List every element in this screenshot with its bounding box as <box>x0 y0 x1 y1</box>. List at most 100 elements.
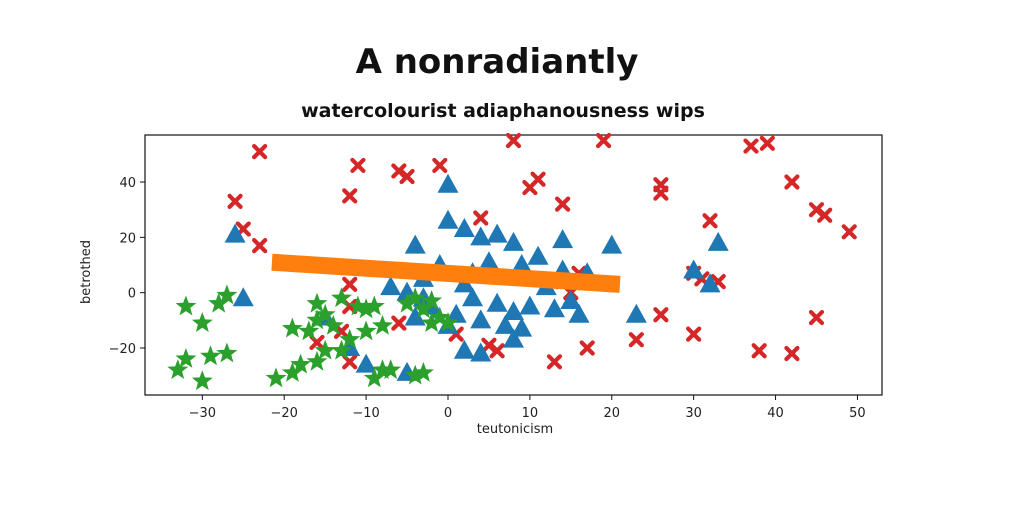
star-marker-point <box>339 328 361 349</box>
triangle-marker-point <box>404 306 426 326</box>
star-marker-point <box>314 303 336 324</box>
star-marker-point <box>396 292 418 313</box>
triangle-marker-point <box>478 251 500 271</box>
x-marker-point <box>595 132 612 149</box>
x-marker-point <box>505 132 522 149</box>
x-marker-point <box>817 207 833 223</box>
triangle-marker-point <box>560 289 582 309</box>
star-marker-point <box>363 295 385 316</box>
star-marker-point <box>200 345 221 366</box>
x-marker-point <box>743 138 759 154</box>
star-marker-point <box>421 312 443 332</box>
triangle-marker-point <box>683 259 705 279</box>
star-marker-point <box>306 292 328 313</box>
y-axis-label: betrothed <box>79 240 94 304</box>
triangle-marker-point <box>437 173 459 193</box>
star-marker-point <box>306 350 328 371</box>
star-marker-point <box>290 353 312 374</box>
x-tick-label: 40 <box>767 406 784 421</box>
star-marker-point <box>372 314 393 335</box>
triangle-marker-point <box>568 303 590 323</box>
star-marker-point <box>216 342 238 363</box>
triangle-marker-point <box>470 309 492 329</box>
x-axis-label: teutonicism <box>477 422 553 437</box>
chart-title: A nonradiantly <box>356 42 639 82</box>
x-marker-point <box>653 185 669 201</box>
x-marker-point <box>759 135 775 151</box>
triangle-marker-point <box>486 223 508 243</box>
x-tick-label: −30 <box>189 406 216 421</box>
triangle-marker-point <box>462 287 484 307</box>
x-tick-label: 20 <box>603 406 620 421</box>
x-tick-label: −10 <box>352 406 379 421</box>
x-marker-point <box>350 157 366 174</box>
star-marker-point <box>281 317 303 338</box>
x-marker-point <box>686 326 702 342</box>
triangle-marker-point <box>224 223 246 243</box>
triangle-marker-point <box>404 234 426 254</box>
x-tick-label: −20 <box>270 406 297 421</box>
x-tick-label: 0 <box>444 406 452 421</box>
triangle-marker-point <box>437 209 459 229</box>
x-marker-point <box>342 188 358 204</box>
star-marker-point <box>437 312 459 332</box>
triangle-marker-point <box>519 295 541 315</box>
star-marker-point <box>175 295 197 316</box>
triangle-marker-point <box>625 303 647 323</box>
star-marker-point <box>421 290 443 310</box>
triangle-marker-point <box>543 298 565 318</box>
star-marker-point <box>404 364 426 385</box>
triangle-marker-point <box>601 234 623 254</box>
x-marker-point <box>751 343 767 359</box>
triangle-marker-point <box>486 292 508 312</box>
x-marker-point <box>841 224 857 240</box>
star-marker-point <box>355 320 377 341</box>
triangle-marker-point <box>494 314 516 334</box>
star-marker-point <box>298 320 320 341</box>
triangle-marker-point <box>503 231 524 251</box>
star-marker-point <box>355 298 377 319</box>
triangle-marker-point <box>355 353 377 373</box>
triangle-marker-point <box>470 226 492 246</box>
data-marks <box>167 132 857 391</box>
y-tick-label: 40 <box>119 176 136 191</box>
plot-area <box>144 134 883 396</box>
triangle-marker-point <box>707 231 729 251</box>
x-marker-point <box>252 238 268 254</box>
star-marker-point <box>413 361 434 382</box>
triangle-marker-point <box>232 287 254 307</box>
triangle-marker-point <box>699 273 721 293</box>
x-tick-label: 30 <box>685 406 702 421</box>
x-marker-point <box>579 340 595 356</box>
trend-line <box>271 253 621 293</box>
x-tick-label: 50 <box>849 406 866 421</box>
triangle-marker-point <box>552 229 574 249</box>
x-marker-point <box>702 213 718 229</box>
x-marker-point <box>784 345 800 362</box>
star-marker-point <box>429 306 451 327</box>
y-tick-label: −20 <box>109 342 136 357</box>
x-marker-point <box>342 276 358 292</box>
triangle-marker-point <box>453 218 475 238</box>
star-marker-point <box>191 312 213 332</box>
x-marker-point <box>628 332 644 348</box>
star-marker-point <box>347 295 369 316</box>
star-marker-point <box>265 367 287 388</box>
triangle-marker-point <box>503 328 524 348</box>
x-marker-point <box>473 210 489 226</box>
star-marker-point <box>306 309 328 330</box>
star-marker-point <box>404 287 426 308</box>
x-tick-label: 10 <box>522 406 539 421</box>
x-marker-point <box>432 157 448 174</box>
star-marker-point <box>167 359 189 379</box>
axis-ticks: −30 −20 −10 0 10 20 30 40 50 −20 0 20 40 <box>109 176 866 421</box>
x-marker-point <box>546 354 563 370</box>
triangle-marker-point <box>527 245 549 265</box>
star-marker-point <box>175 348 197 368</box>
y-tick-label: 20 <box>119 231 136 246</box>
x-marker-point <box>399 168 415 185</box>
star-marker-point <box>208 292 230 313</box>
x-marker-point <box>333 323 350 339</box>
star-marker-point <box>331 287 352 308</box>
